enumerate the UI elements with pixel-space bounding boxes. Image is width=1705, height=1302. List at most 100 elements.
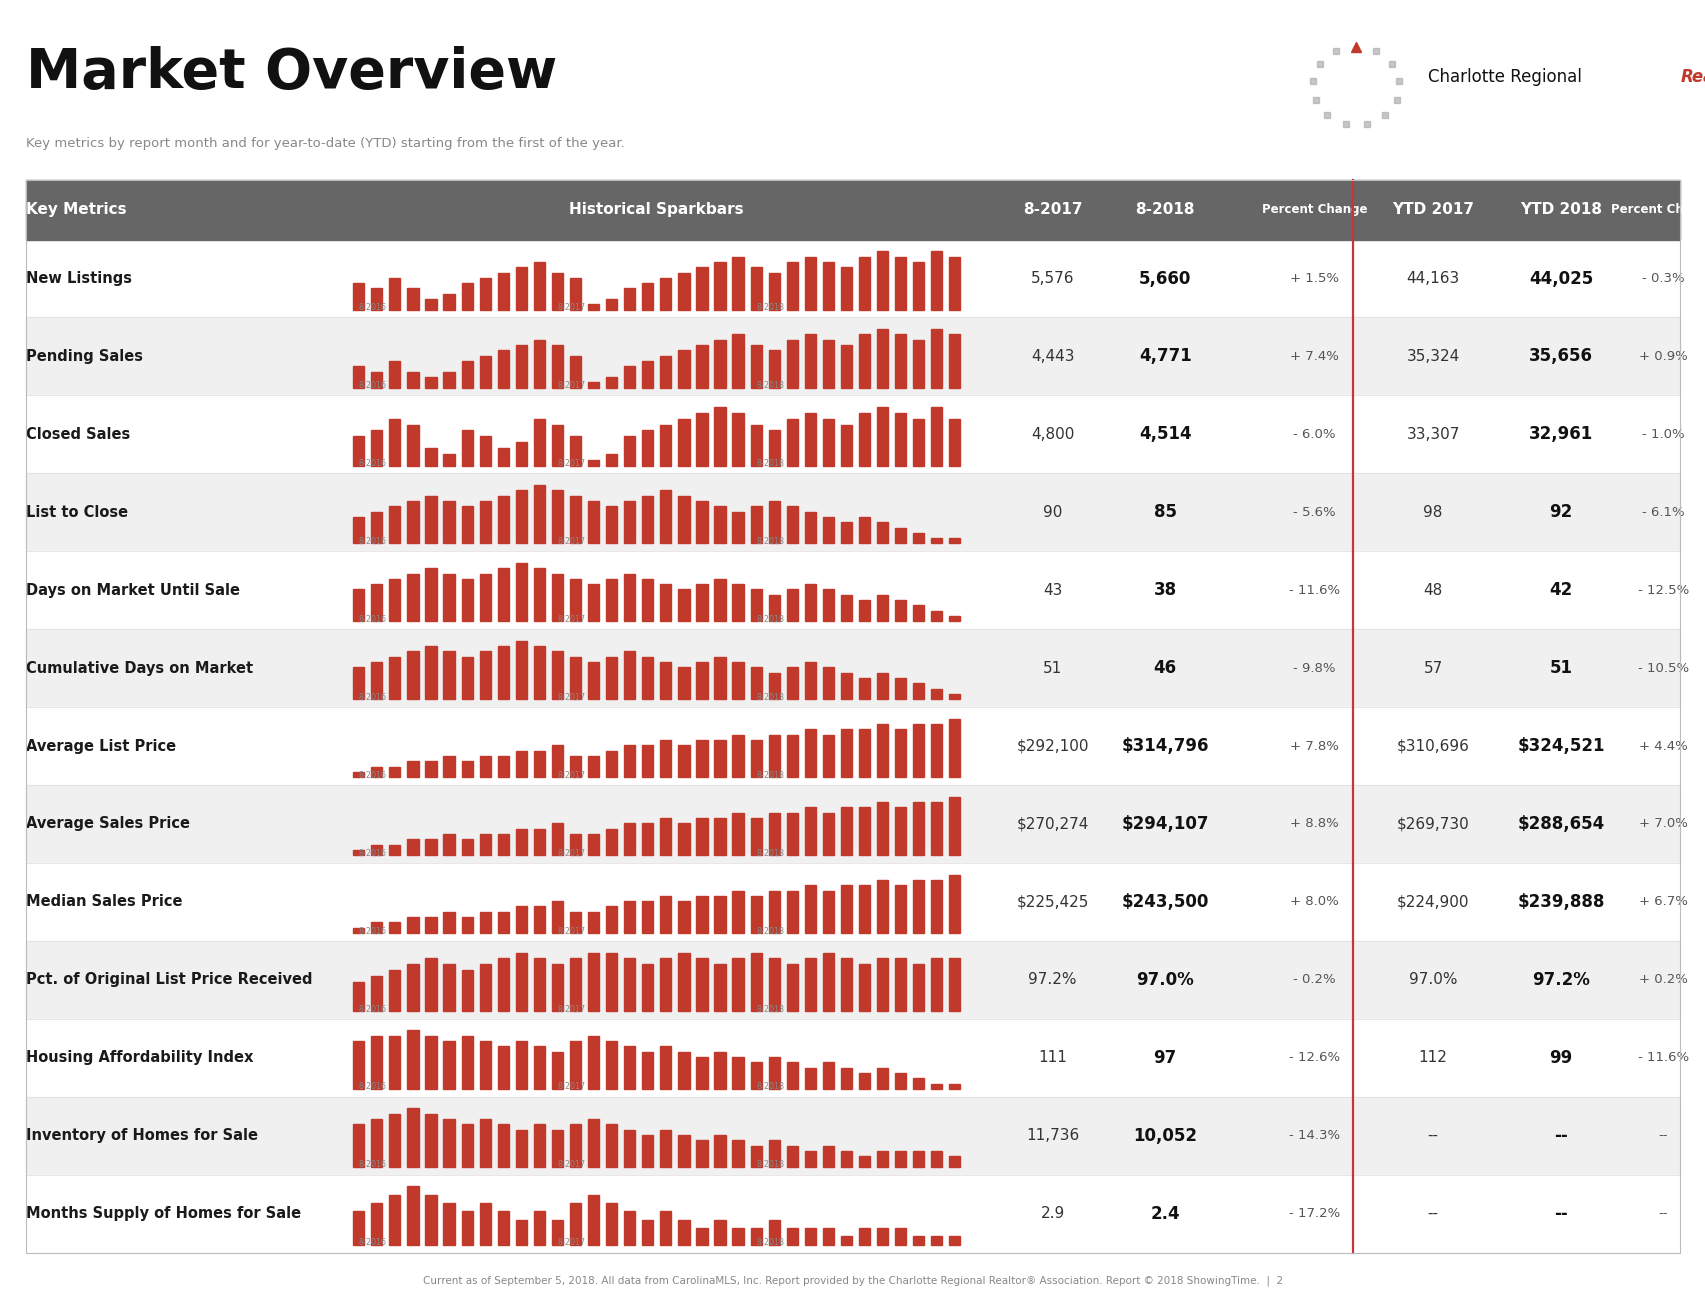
Bar <box>714 740 725 777</box>
Bar <box>479 911 491 934</box>
Text: 99: 99 <box>1548 1048 1572 1066</box>
Bar <box>948 958 960 1010</box>
Bar <box>841 522 851 543</box>
Bar <box>443 501 455 543</box>
Text: 51: 51 <box>1042 660 1062 676</box>
Bar <box>26 474 1679 551</box>
Text: + 8.0%: + 8.0% <box>1289 896 1338 909</box>
Bar <box>696 267 708 310</box>
Bar <box>696 896 708 934</box>
Bar <box>551 424 563 466</box>
Bar <box>769 891 779 934</box>
Bar <box>714 818 725 855</box>
Bar <box>353 982 365 1010</box>
Bar <box>714 965 725 1010</box>
Bar <box>26 1096 1679 1174</box>
Bar <box>462 1125 472 1167</box>
Bar <box>931 251 941 310</box>
Bar <box>660 355 672 388</box>
Bar <box>515 906 527 934</box>
Text: Days on Market Until Sale: Days on Market Until Sale <box>26 583 239 598</box>
Bar <box>876 673 888 699</box>
Bar <box>660 1130 672 1167</box>
Bar <box>858 256 870 310</box>
Text: Months Supply of Homes for Sale: Months Supply of Homes for Sale <box>26 1206 300 1221</box>
Bar <box>931 724 941 777</box>
Text: 8-2018: 8-2018 <box>755 536 784 546</box>
Bar <box>876 329 888 388</box>
Bar <box>750 590 762 621</box>
Text: 85: 85 <box>1153 504 1176 521</box>
Bar <box>353 366 365 388</box>
Bar <box>534 568 544 621</box>
Bar <box>931 802 941 855</box>
Text: 8-2016: 8-2016 <box>358 1082 387 1091</box>
Bar <box>660 663 672 699</box>
Bar <box>841 595 851 621</box>
Bar <box>750 818 762 855</box>
Bar <box>948 694 960 699</box>
Bar <box>569 656 581 699</box>
Bar <box>389 656 401 699</box>
Bar <box>912 802 924 855</box>
Bar <box>731 1141 743 1167</box>
Bar <box>479 965 491 1010</box>
Bar <box>679 590 689 621</box>
Bar <box>931 689 941 699</box>
Bar <box>534 1125 544 1167</box>
Bar <box>443 1203 455 1245</box>
Bar <box>679 350 689 388</box>
Bar <box>462 917 472 934</box>
Bar <box>822 262 834 310</box>
Bar <box>443 911 455 934</box>
Bar <box>515 1220 527 1245</box>
Bar <box>389 845 401 855</box>
Text: $314,796: $314,796 <box>1120 737 1209 755</box>
Bar <box>443 833 455 855</box>
Bar <box>372 845 382 855</box>
Text: 33,307: 33,307 <box>1405 427 1459 441</box>
Text: + 0.9%: + 0.9% <box>1639 350 1686 363</box>
Text: Average Sales Price: Average Sales Price <box>26 816 189 832</box>
Bar <box>858 1228 870 1245</box>
Bar <box>605 953 617 1010</box>
Bar <box>372 663 382 699</box>
Bar <box>714 579 725 621</box>
Bar <box>462 431 472 466</box>
Text: 5,660: 5,660 <box>1139 270 1190 288</box>
Bar <box>876 880 888 934</box>
Bar <box>769 812 779 855</box>
Text: 8-2016: 8-2016 <box>358 1238 387 1247</box>
Text: List to Close: List to Close <box>26 505 128 519</box>
Bar <box>731 663 743 699</box>
Bar <box>786 668 798 699</box>
Bar <box>498 756 508 777</box>
Text: - 6.0%: - 6.0% <box>1292 428 1335 441</box>
Bar <box>425 1195 436 1245</box>
Bar <box>805 663 815 699</box>
Bar <box>569 833 581 855</box>
Text: 8-2017: 8-2017 <box>558 927 585 936</box>
Bar <box>805 807 815 855</box>
Bar <box>425 1036 436 1088</box>
Text: $269,730: $269,730 <box>1396 816 1468 832</box>
Text: + 1.5%: + 1.5% <box>1289 272 1338 285</box>
Bar <box>948 875 960 934</box>
Text: 8-2017: 8-2017 <box>558 536 585 546</box>
Bar <box>660 277 672 310</box>
Bar <box>769 350 779 388</box>
Bar <box>407 289 418 310</box>
Bar <box>389 767 401 777</box>
Bar <box>389 506 401 543</box>
Bar <box>569 1125 581 1167</box>
Bar <box>679 1220 689 1245</box>
Bar <box>462 1036 472 1088</box>
Bar <box>786 965 798 1010</box>
Text: 97: 97 <box>1153 1048 1176 1066</box>
Text: - 0.3%: - 0.3% <box>1642 272 1683 285</box>
Bar <box>641 361 653 388</box>
Text: 97.2%: 97.2% <box>1531 971 1589 988</box>
Text: Cumulative Days on Market: Cumulative Days on Market <box>26 660 252 676</box>
Text: 97.2%: 97.2% <box>1028 973 1076 987</box>
Bar <box>425 496 436 543</box>
